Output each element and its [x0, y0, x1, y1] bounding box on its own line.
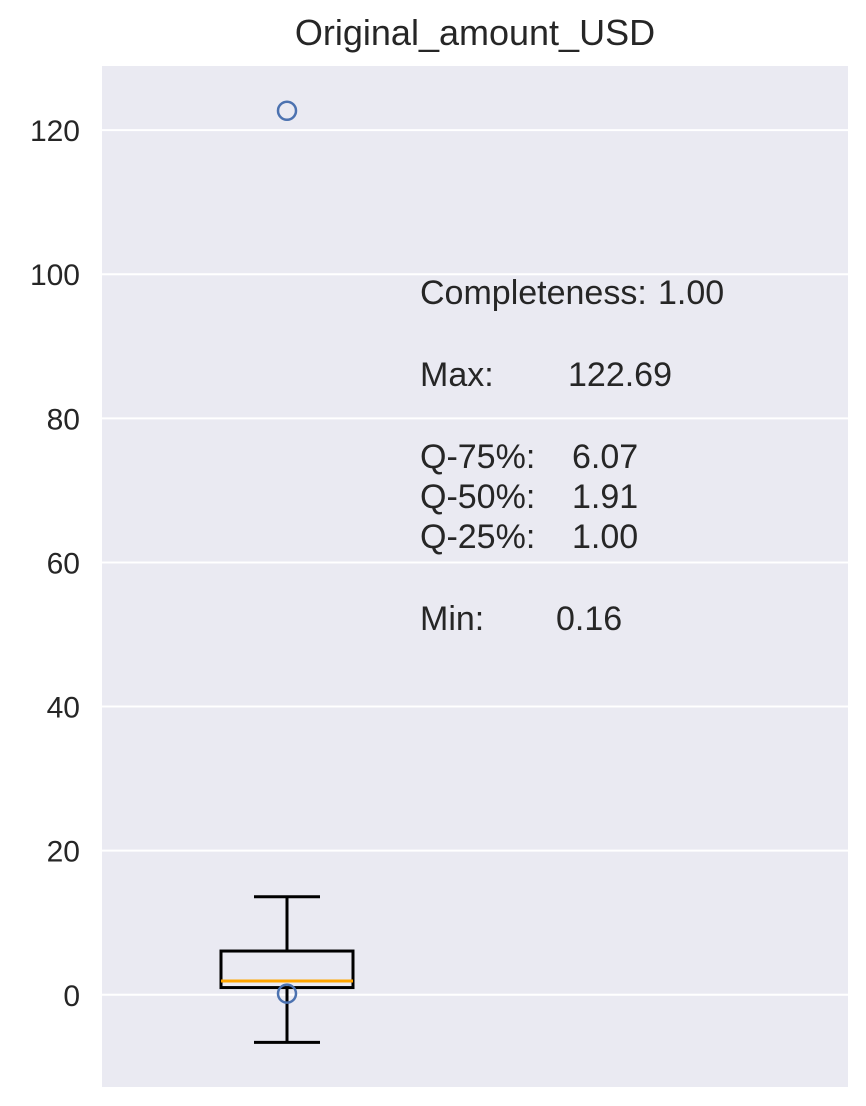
- y-tick-labels: 0 20 40 60 80 100 120: [30, 115, 80, 1013]
- q75-value: 6.07: [572, 438, 638, 476]
- y-tick-label: 40: [47, 692, 80, 725]
- min-label: Min:: [420, 600, 484, 638]
- q75-label: Q-75%:: [420, 438, 535, 476]
- y-tick-label: 60: [47, 547, 80, 580]
- completeness-value: 1.00: [658, 274, 724, 312]
- stats-annotation: Completeness: 1.00 Max: 122.69 Q-75%: 6.…: [420, 274, 724, 638]
- outlier-point: [276, 983, 298, 1004]
- box: [219, 895, 355, 1044]
- iqr-box: [219, 949, 355, 990]
- y-tick-label: 100: [30, 259, 80, 292]
- plot-area: [102, 66, 848, 1087]
- q50-value: 1.91: [572, 478, 638, 516]
- max-value: 122.69: [568, 356, 672, 394]
- outlier-point: [276, 100, 298, 121]
- q25-label: Q-25%:: [420, 518, 535, 556]
- y-tick-label: 80: [47, 403, 80, 436]
- q50-label: Q-50%:: [420, 478, 535, 516]
- min-value: 0.16: [556, 600, 622, 638]
- max-label: Max:: [420, 356, 494, 394]
- outliers: [276, 100, 298, 1004]
- chart-title: Original_amount_USD: [294, 12, 656, 53]
- q25-value: 1.00: [572, 518, 638, 556]
- y-tick-label: 0: [63, 980, 80, 1013]
- grid-lines: [102, 129, 848, 996]
- completeness-label: Completeness:: [420, 274, 647, 312]
- y-tick-label: 20: [47, 836, 80, 869]
- y-tick-label: 120: [30, 115, 80, 148]
